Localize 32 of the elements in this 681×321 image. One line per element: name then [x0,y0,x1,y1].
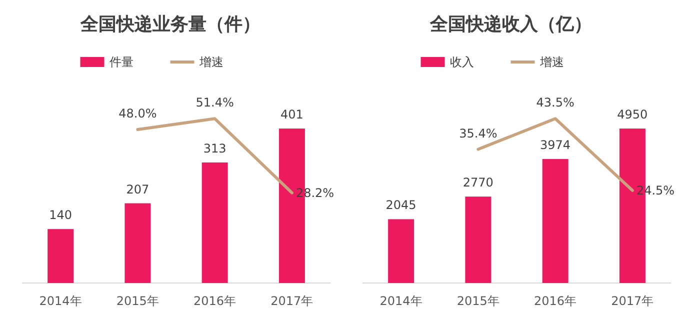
bar [48,229,74,283]
chart-title: 全国快递收入（亿） [428,14,592,35]
legend-label: 收入 [450,55,474,69]
data-label: 35.4% [459,126,498,140]
data-label: 207 [126,182,150,196]
data-label: 43.5% [536,96,574,110]
legend-label: 增速 [538,55,564,69]
data-label: 401 [280,108,304,122]
x-tick-label: 2016年 [194,294,236,308]
bar [542,159,568,283]
x-tick-label: 2017年 [270,294,314,308]
legend-label: 件量 [109,55,134,69]
data-label: 51.4% [196,96,234,110]
x-tick-label: 2014年 [39,294,82,308]
data-label: 48.0% [118,106,157,121]
bar [388,219,414,283]
bar [202,162,228,283]
x-tick-label: 2014年 [380,294,422,308]
x-tick-label: 2017年 [611,294,654,308]
data-label: 3974 [540,138,571,152]
x-tick-label: 2015年 [116,294,159,308]
legend-label: 增速 [198,55,224,69]
bar [465,196,492,283]
data-label: 2045 [386,198,416,212]
data-label: 2770 [462,176,494,190]
x-tick-label: 2015年 [456,294,500,308]
data-label: 313 [203,141,226,156]
bar [124,203,151,283]
chart-title: 全国快递业务量（件） [79,14,260,35]
data-label: 4950 [617,108,648,122]
data-label: 140 [49,208,72,222]
x-tick-label: 2016年 [534,294,577,308]
